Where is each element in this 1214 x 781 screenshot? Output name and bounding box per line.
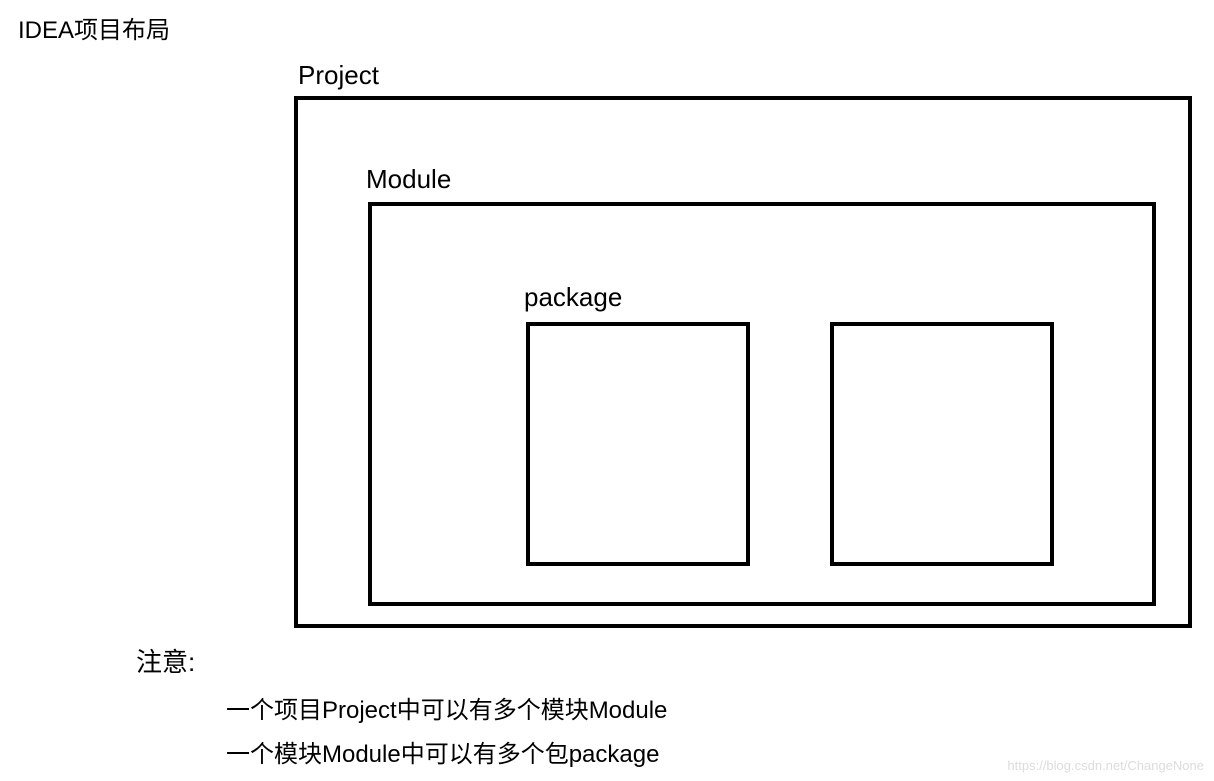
package-label: package [524, 282, 622, 313]
page-title: IDEA项目布局 [18, 10, 170, 45]
module-label: Module [366, 164, 451, 195]
note-line-1: 一个项目Project中可以有多个模块Module [226, 690, 667, 725]
watermark: https://blog.csdn.net/ChangeNone [1007, 758, 1204, 773]
package-box [526, 322, 750, 566]
package-box [830, 322, 1054, 566]
note-line-2: 一个模块Module中可以有多个包package [226, 734, 659, 769]
note-label: 注意: [136, 642, 195, 679]
project-label: Project [298, 60, 379, 91]
